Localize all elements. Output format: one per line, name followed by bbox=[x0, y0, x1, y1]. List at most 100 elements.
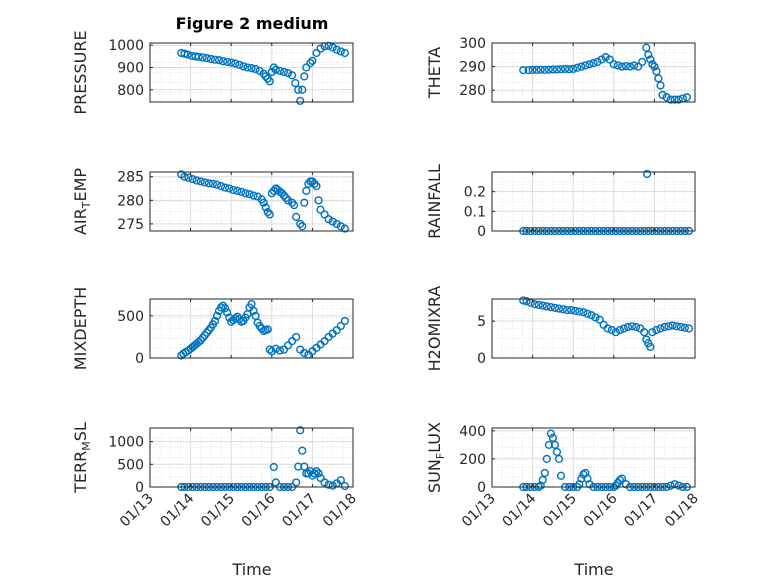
data-point bbox=[210, 316, 220, 326]
data-point bbox=[235, 60, 244, 69]
data-point bbox=[206, 54, 216, 64]
data-point bbox=[267, 67, 276, 77]
data-point bbox=[283, 68, 293, 78]
data-point bbox=[296, 219, 305, 229]
data-point bbox=[548, 65, 558, 74]
data-point bbox=[200, 178, 209, 187]
data-point bbox=[519, 296, 528, 305]
data-point bbox=[632, 322, 641, 332]
data-point bbox=[672, 322, 681, 331]
data-point bbox=[316, 205, 325, 214]
data-point bbox=[615, 475, 624, 485]
data-point bbox=[652, 325, 661, 335]
data-point bbox=[271, 478, 280, 487]
data-point bbox=[522, 297, 531, 306]
x-tick-label: 01/14 bbox=[158, 490, 198, 530]
data-point bbox=[312, 467, 321, 476]
x-tick-label: 01/13 bbox=[117, 491, 157, 531]
data-point bbox=[581, 61, 590, 70]
y-tick-label: 280 bbox=[117, 193, 144, 209]
data-point bbox=[261, 72, 270, 81]
data-point bbox=[188, 174, 197, 184]
y-axis-label: MIXDEPTH bbox=[71, 287, 90, 370]
y-axis-label: RAINFALL bbox=[425, 164, 444, 239]
y-tick-label: 0.1 bbox=[464, 204, 486, 220]
x-tick-label: 01/17 bbox=[621, 491, 661, 531]
data-point bbox=[324, 41, 333, 50]
data-point bbox=[627, 322, 637, 331]
data-point bbox=[320, 210, 329, 219]
data-point bbox=[279, 191, 289, 200]
data-point bbox=[542, 454, 551, 464]
data-point bbox=[573, 63, 582, 72]
data-point bbox=[532, 65, 541, 75]
data-point bbox=[670, 95, 679, 104]
data-point bbox=[646, 342, 655, 352]
data-point bbox=[320, 337, 329, 346]
data-point bbox=[204, 179, 213, 188]
data-point bbox=[216, 303, 226, 312]
data-point bbox=[332, 45, 341, 54]
data-point bbox=[288, 71, 297, 80]
data-point bbox=[554, 454, 564, 464]
data-point bbox=[607, 325, 616, 335]
data-point bbox=[261, 203, 270, 212]
y-axis-label: THETA bbox=[425, 47, 444, 99]
y-axis-label: AIRTEMP bbox=[71, 168, 93, 235]
x-tick-label: 01/15 bbox=[198, 491, 238, 531]
data-point bbox=[595, 315, 604, 324]
data-point bbox=[302, 63, 311, 72]
axes-box bbox=[149, 42, 354, 103]
data-point bbox=[565, 65, 574, 74]
data-point bbox=[583, 309, 592, 318]
y-tick-label: 285 bbox=[117, 170, 144, 186]
y-axis-label: PRESSURE bbox=[71, 30, 90, 114]
data-point bbox=[577, 474, 586, 483]
data-point bbox=[249, 306, 258, 315]
data-point bbox=[237, 187, 246, 196]
data-point bbox=[601, 53, 610, 62]
axes-box bbox=[491, 42, 696, 103]
data-point bbox=[247, 64, 256, 73]
y-tick-label: 1000 bbox=[108, 38, 144, 54]
data-point bbox=[556, 65, 566, 74]
data-point bbox=[530, 300, 539, 309]
data-point bbox=[292, 332, 301, 342]
data-point bbox=[654, 74, 663, 83]
data-point bbox=[540, 65, 549, 75]
data-point bbox=[298, 85, 307, 94]
data-point bbox=[300, 72, 309, 81]
data-point bbox=[546, 303, 555, 312]
x-tick-label: 01/18 bbox=[320, 491, 360, 531]
data-point bbox=[656, 81, 665, 90]
subplot-theta: 280 290 300 THETA bbox=[425, 36, 696, 104]
subplot-terr-msl: 01/13 01/14 01/15 01/16 01/17 01/18 0 500 1000 TE… bbox=[71, 422, 360, 530]
data-point bbox=[674, 481, 683, 490]
data-point bbox=[528, 65, 537, 75]
axes-box bbox=[491, 427, 696, 488]
data-point bbox=[328, 43, 337, 52]
axes-box bbox=[491, 298, 696, 359]
data-point bbox=[249, 191, 258, 200]
data-point bbox=[577, 62, 586, 71]
data-point bbox=[259, 198, 268, 207]
data-point bbox=[298, 222, 307, 231]
y-axis-label: H2OMIXRA bbox=[425, 286, 444, 372]
data-point bbox=[229, 185, 238, 195]
data-point bbox=[265, 210, 274, 219]
data-point bbox=[290, 200, 299, 210]
data-point bbox=[263, 325, 272, 334]
data-point bbox=[283, 196, 293, 205]
data-point bbox=[310, 469, 319, 478]
data-point bbox=[316, 473, 325, 483]
data-point bbox=[223, 57, 232, 67]
data-point bbox=[239, 62, 248, 71]
data-point bbox=[634, 62, 643, 71]
data-point bbox=[291, 78, 300, 88]
data-point bbox=[550, 303, 560, 312]
data-point bbox=[642, 43, 651, 52]
data-point bbox=[265, 77, 274, 86]
data-point bbox=[194, 52, 203, 61]
subplot-air-temp: 275 280 285 AIRTEMP bbox=[71, 168, 354, 235]
data-point bbox=[328, 217, 337, 226]
